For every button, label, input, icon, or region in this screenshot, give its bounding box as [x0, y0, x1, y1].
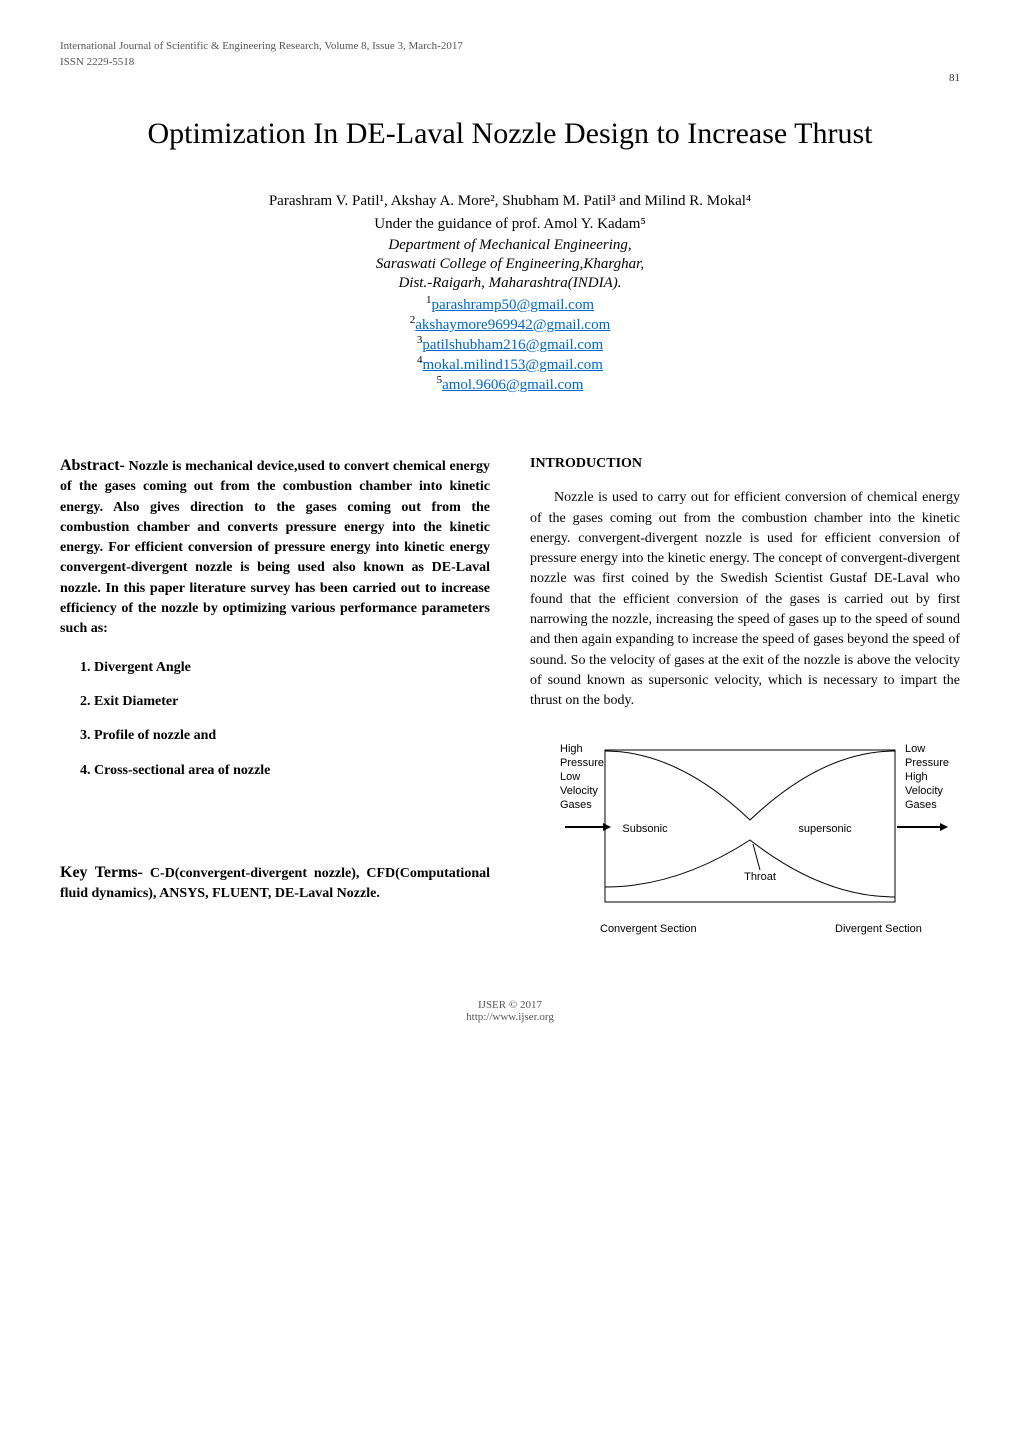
svg-text:Gases: Gases [560, 799, 592, 811]
footer-url: http://www.ijser.org [60, 1011, 960, 1023]
page-number: 81 [60, 72, 960, 84]
svg-text:High: High [560, 743, 583, 755]
svg-text:Divergent Section: Divergent Section [835, 923, 922, 935]
svg-text:Pressure: Pressure [905, 757, 949, 769]
abstract-body-text: Nozzle is mechanical device,used to conv… [60, 459, 490, 636]
abstract-item-4: 4. Cross-sectional area of nozzle [80, 761, 490, 781]
introduction-heading: INTRODUCTION [530, 454, 960, 474]
svg-text:Throat: Throat [744, 871, 776, 883]
abstract-item-2: 2. Exit Diameter [80, 692, 490, 712]
svg-text:Velocity: Velocity [560, 785, 598, 797]
two-column-layout: Abstract- Nozzle is mechanical device,us… [60, 454, 960, 959]
keyterms-label: Key Terms- [60, 864, 143, 881]
email-link-4[interactable]: mokal.milind153@gmail.com [423, 357, 603, 373]
email-line-2: 2akshaymore969942@gmail.com [60, 314, 960, 334]
nozzle-diagram: High Pressure Low Velocity Gases Low Pressure H… [530, 732, 960, 959]
email-line-3: 3patilshubham216@gmail.com [60, 334, 960, 354]
abstract-item-1: 1. Divergent Angle [80, 658, 490, 678]
paper-title: Optimization In DE-Laval Nozzle Design t… [60, 114, 960, 153]
right-column: INTRODUCTION Nozzle is used to carry out… [530, 454, 960, 959]
affiliation-district: Dist.-Raigarh, Maharashtra(INDIA). [60, 275, 960, 292]
email-line-1: 1parashramp50@gmail.com [60, 294, 960, 314]
email-link-2[interactable]: akshaymore969942@gmail.com [415, 317, 610, 333]
author-line: Parashram V. Patil¹, Akshay A. More², Sh… [60, 193, 960, 210]
affiliation-dept: Department of Mechanical Engineering, [60, 237, 960, 254]
email-link-5[interactable]: amol.9606@gmail.com [442, 377, 583, 393]
abstract-label: Abstract- [60, 457, 125, 474]
abstract-paragraph: Abstract- Nozzle is mechanical device,us… [60, 454, 490, 640]
footer-copyright: IJSER © 2017 [60, 999, 960, 1011]
left-column: Abstract- Nozzle is mechanical device,us… [60, 454, 490, 959]
key-terms: Key Terms- C-D(convergent-divergent nozz… [60, 861, 490, 905]
svg-text:Subsonic: Subsonic [622, 823, 668, 835]
issn-header: ISSN 2229-5518 [60, 56, 960, 68]
footer: IJSER © 2017 http://www.ijser.org [60, 999, 960, 1023]
svg-text:Velocity: Velocity [905, 785, 943, 797]
abstract-item-3: 3. Profile of nozzle and [80, 726, 490, 746]
email-line-5: 5amol.9606@gmail.com [60, 374, 960, 394]
nozzle-svg: High Pressure Low Velocity Gases Low Pressure H… [530, 732, 960, 952]
svg-text:Low: Low [560, 771, 580, 783]
email-link-1[interactable]: parashramp50@gmail.com [431, 297, 594, 313]
svg-text:supersonic: supersonic [798, 823, 852, 835]
svg-text:High: High [905, 771, 928, 783]
email-link-3[interactable]: patilshubham216@gmail.com [422, 337, 603, 353]
guidance-line: Under the guidance of prof. Amol Y. Kada… [60, 216, 960, 233]
svg-text:Low: Low [905, 743, 925, 755]
email-line-4: 4mokal.milind153@gmail.com [60, 354, 960, 374]
svg-text:Pressure: Pressure [560, 757, 604, 769]
svg-text:Gases: Gases [905, 799, 937, 811]
journal-header: International Journal of Scientific & En… [60, 40, 960, 52]
affiliation-college: Saraswati College of Engineering,Khargha… [60, 256, 960, 273]
svg-text:Convergent Section: Convergent Section [600, 923, 697, 935]
introduction-body: Nozzle is used to carry out for efficien… [530, 488, 960, 711]
